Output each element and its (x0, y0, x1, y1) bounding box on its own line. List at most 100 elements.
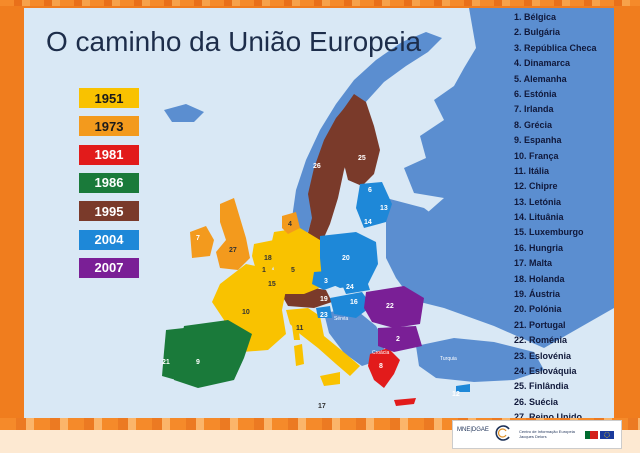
country-slovakia (340, 278, 370, 294)
map-number-24: 24 (346, 284, 354, 291)
country-slovenia (316, 306, 332, 318)
legend-item: 27. Reino Unido (514, 410, 614, 425)
legend-item: 9. Espanha (514, 135, 562, 146)
legend-item: 7. Irlanda (514, 104, 554, 115)
map-number-25: 25 (358, 155, 366, 162)
legend-item: 17. Malta (514, 258, 553, 269)
island-crete (394, 398, 416, 406)
map-number-3: 3 (324, 278, 328, 285)
country-finland (340, 94, 380, 186)
map-number-5: 5 (291, 267, 295, 274)
legend-item: 22. Roménia (514, 335, 568, 346)
europe-map: 1 2 3 4 5 6 7 8 9 10 11 12 13 14 15 16 1… (162, 8, 614, 410)
map-number-19: 19 (320, 296, 328, 303)
country-legend: 1. Bélgica 2. Bulgária 3. República Checa 4… (514, 10, 614, 426)
legend-item: 4. Dinamarca (514, 58, 571, 69)
year-box-1951: 1951 (79, 88, 139, 108)
legend-item: 6. Estónia (514, 88, 557, 99)
iceland-landmass (164, 104, 204, 122)
legend-item: 15. Luxemburgo (514, 227, 584, 238)
top-decorative-border (0, 0, 640, 6)
map-number-26: 26 (313, 163, 321, 170)
map-number-11: 11 (296, 325, 304, 332)
country-cyprus (456, 384, 470, 392)
legend-item: 13. Letónia (514, 196, 562, 207)
swirl-logo-icon (495, 425, 510, 441)
map-country-numbers: 1 2 3 4 5 6 7 8 9 10 11 12 13 14 15 16 1… (162, 155, 460, 410)
legend-item: 12. Chipre (514, 181, 558, 192)
footer-org-label: MNE|DGAE (457, 427, 489, 433)
footer-center-text: Centro de Informação Europeia Jacques De… (519, 429, 575, 439)
page-title: O caminho da União Europeia (46, 26, 422, 57)
year-box-2004: 2004 (79, 229, 139, 250)
legend-item: 26. Suécia (514, 396, 559, 407)
island-sicily (320, 372, 340, 386)
country-sweden (306, 106, 354, 242)
legend-item: 11. Itália (514, 165, 550, 176)
country-benelux (252, 240, 276, 276)
place-label-croatia: Croácia (372, 350, 389, 356)
country-ireland (190, 226, 214, 258)
country-bulgaria (378, 326, 422, 352)
map-number-12: 12 (452, 391, 460, 398)
map-panel: 1 2 3 4 5 6 7 8 9 10 11 12 13 14 15 16 1… (24, 8, 614, 422)
island-corsica (292, 324, 300, 340)
legend-item: 5. Alemanha (514, 73, 567, 84)
legend-item: 25. Finlândia (514, 381, 569, 392)
map-number-20: 20 (342, 255, 350, 262)
map-number-16: 16 (350, 299, 358, 306)
map-number-27: 27 (229, 247, 237, 254)
country-hungary (330, 292, 372, 318)
country-romania (364, 286, 424, 328)
country-greece (368, 348, 400, 388)
map-number-1: 1 (262, 267, 266, 274)
map-number-13: 13 (380, 205, 388, 212)
ukraine-belarus-region (386, 198, 494, 308)
country-denmark (282, 212, 300, 234)
legend-item: 2. Bulgária (514, 27, 561, 38)
country-united-kingdom (216, 198, 250, 270)
footer-logo-box: MNE|DGAE Centro de Informação Europeia J… (452, 420, 622, 449)
map-number-21: 21 (162, 359, 170, 366)
year-box-2007: 2007 (79, 257, 139, 278)
map-number-7: 7 (196, 235, 200, 242)
legend-item: 10. França (514, 150, 559, 161)
map-number-17: 17 (318, 403, 326, 410)
country-portugal (162, 328, 184, 380)
legend-item: 18. Holanda (514, 273, 565, 284)
country-czech-republic (312, 270, 346, 290)
legend-item: 23. Eslovénia (514, 350, 572, 361)
map-number-10: 10 (242, 309, 250, 316)
map-number-8: 8 (379, 363, 383, 370)
country-germany (270, 228, 324, 294)
map-number-14: 14 (364, 219, 372, 226)
norway-landmass (286, 32, 442, 244)
map-number-22: 22 (386, 303, 394, 310)
map-number-6: 6 (368, 187, 372, 194)
place-label-turkey: Turquia (440, 356, 457, 362)
flags-icon (585, 431, 614, 439)
balkans-landmass (324, 308, 386, 366)
legend-item: 16. Hungria (514, 242, 564, 253)
year-box-1973: 1973 (79, 116, 139, 137)
island-sardinia (294, 344, 304, 366)
country-spain (174, 320, 252, 388)
map-number-15: 15 (268, 281, 276, 288)
legend-item: 8. Grécia (514, 119, 553, 130)
map-number-4: 4 (288, 221, 292, 228)
legend-item: 20. Polónia (514, 304, 562, 315)
legend-item: 19. Áustria (514, 289, 561, 300)
year-box-1986: 1986 (79, 172, 139, 193)
turkey-landmass (416, 338, 544, 382)
map-number-18: 18 (264, 255, 272, 262)
map-number-23: 23 (320, 312, 328, 319)
legend-item: 3. República Checa (514, 42, 597, 53)
country-italy (286, 308, 360, 376)
legend-item: 24. Eslováquia (514, 365, 577, 376)
map-number-2: 2 (396, 336, 400, 343)
country-baltics (356, 182, 392, 228)
place-label-serbia: Sérvia (334, 316, 348, 322)
legend-item: 14. Lituânia (514, 212, 564, 223)
year-box-1995: 1995 (79, 201, 139, 222)
